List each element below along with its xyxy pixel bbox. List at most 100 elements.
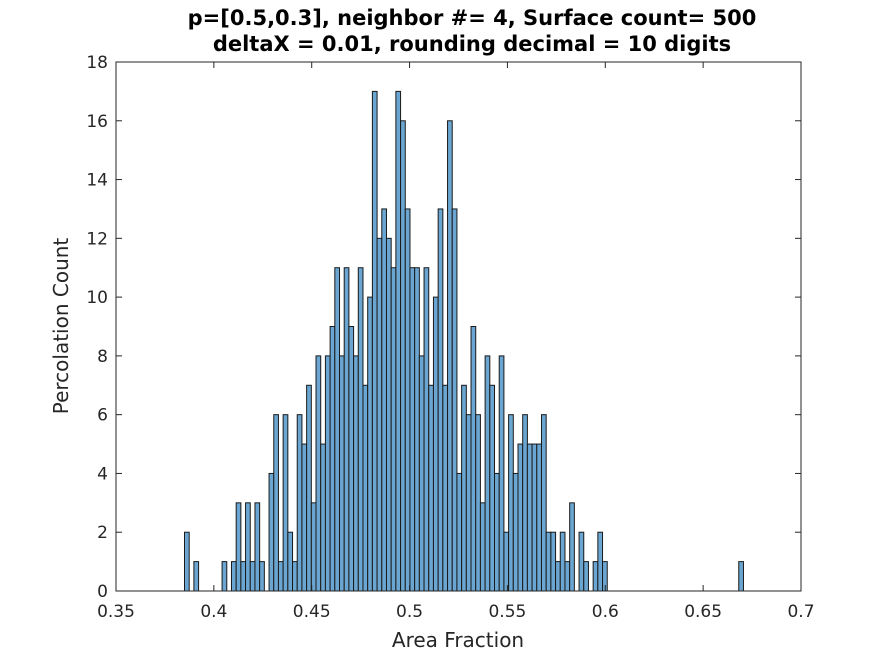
histogram-bar [310, 502, 317, 592]
histogram-bar [503, 531, 510, 592]
histogram-bar [545, 531, 552, 592]
x-tick-label: 0.65 [684, 602, 722, 622]
histogram-bar [512, 472, 519, 592]
histogram-bar [564, 561, 571, 592]
histogram-bar [306, 384, 312, 592]
histogram-bar [385, 237, 392, 592]
histogram-bar [282, 414, 289, 592]
histogram-bar [343, 267, 350, 592]
y-tick-label: 16 [86, 112, 108, 132]
histogram-bar [273, 414, 279, 592]
histogram-bar [277, 561, 284, 592]
histogram-bar [329, 326, 336, 592]
histogram-bar [245, 502, 251, 592]
x-tick-label: 0.7 [787, 602, 814, 622]
y-tick-label: 4 [97, 464, 108, 484]
y-tick-label: 10 [86, 288, 108, 308]
histogram-bar [522, 414, 528, 592]
histogram-bar [508, 414, 514, 592]
histogram-bar [409, 267, 416, 592]
histogram-bar [362, 384, 369, 592]
histogram-bar [235, 502, 242, 592]
histogram-bar [578, 531, 585, 592]
histogram-bar [489, 384, 496, 592]
y-axis-label: Percolation Count [49, 238, 73, 415]
histogram-bar [555, 561, 561, 592]
chart-title-line-2: deltaX = 0.01, rounding decimal = 10 dig… [213, 32, 731, 56]
histogram-bar [465, 414, 472, 592]
histogram-bar [569, 502, 575, 592]
y-tick-label: 12 [86, 229, 108, 249]
histogram-bar [357, 267, 364, 592]
histogram-bar [456, 472, 463, 592]
histogram-bar [376, 237, 383, 592]
histogram-bar [367, 296, 373, 592]
histogram-bar [531, 443, 538, 592]
histogram-bar [461, 384, 467, 592]
histogram-bar [287, 531, 294, 592]
histogram-bar [479, 502, 486, 592]
histogram-bar [395, 90, 402, 592]
y-tick-label: 0 [97, 582, 108, 602]
histogram-bar [240, 561, 247, 592]
x-tick-label: 0.4 [200, 602, 227, 622]
histogram-bar [423, 267, 430, 592]
histogram-bar [339, 355, 345, 592]
y-tick-label: 6 [97, 406, 108, 426]
histogram-bar [540, 414, 547, 592]
histogram-bar [526, 443, 533, 592]
y-tick-label: 8 [97, 347, 108, 367]
plot-area-frame [115, 61, 802, 592]
histogram-bar [324, 355, 331, 592]
histogram-bar [230, 561, 237, 592]
histogram-bar [390, 267, 397, 592]
histogram-bar [254, 502, 261, 592]
histogram-bar [353, 355, 359, 592]
histogram-bar [597, 531, 604, 592]
histogram-bar [494, 472, 500, 592]
histogram-bar [296, 414, 303, 592]
histogram-bar [484, 355, 491, 592]
histogram-bar [592, 561, 599, 592]
histogram-bar [221, 561, 228, 592]
y-tick-label: 2 [97, 523, 108, 543]
histogram-bar [437, 208, 444, 592]
histogram-bar [442, 384, 449, 592]
histogram-bar [475, 414, 481, 592]
x-tick-label: 0.35 [97, 602, 135, 622]
histogram-bar [184, 531, 190, 592]
histogram-bar [381, 208, 387, 592]
histogram-bar [315, 355, 322, 592]
histogram-bar [320, 443, 326, 592]
histogram-bar [404, 208, 411, 592]
histogram-bar [371, 90, 378, 592]
x-tick-label: 0.5 [396, 602, 423, 622]
histogram-bar [334, 267, 341, 592]
histogram-bar [738, 561, 744, 592]
histogram-bar [400, 120, 406, 592]
histogram-bar [432, 296, 439, 592]
histogram-bar [498, 355, 505, 592]
histogram-bar [536, 443, 542, 592]
histogram-bar [583, 561, 589, 592]
histogram-bar [292, 561, 298, 592]
chart-title-line-1: p=[0.5,0.3], neighbor #= 4, Surface coun… [188, 6, 757, 30]
x-tick-label: 0.55 [488, 602, 526, 622]
x-tick-label: 0.45 [293, 602, 331, 622]
y-tick-label: 14 [86, 171, 108, 191]
histogram-bar [517, 443, 524, 592]
histogram-bar [451, 208, 458, 592]
y-tick-label: 18 [86, 53, 108, 73]
histogram-bar [418, 355, 425, 592]
histogram-bars [184, 90, 744, 592]
x-tick-label: 0.6 [592, 602, 619, 622]
histogram-bar [249, 561, 256, 592]
y-axis-ticks: 0 2 4 6 8 10 12 14 16 18 [86, 53, 801, 602]
x-axis-label: Area Fraction [392, 628, 524, 652]
histogram-bar [268, 472, 275, 592]
histogram-bar [259, 561, 265, 592]
histogram-bar [428, 384, 434, 592]
histogram-bar [301, 443, 308, 592]
x-axis-ticks: 0.35 0.4 0.45 0.5 0.55 0.6 0.65 0.7 [97, 62, 815, 622]
